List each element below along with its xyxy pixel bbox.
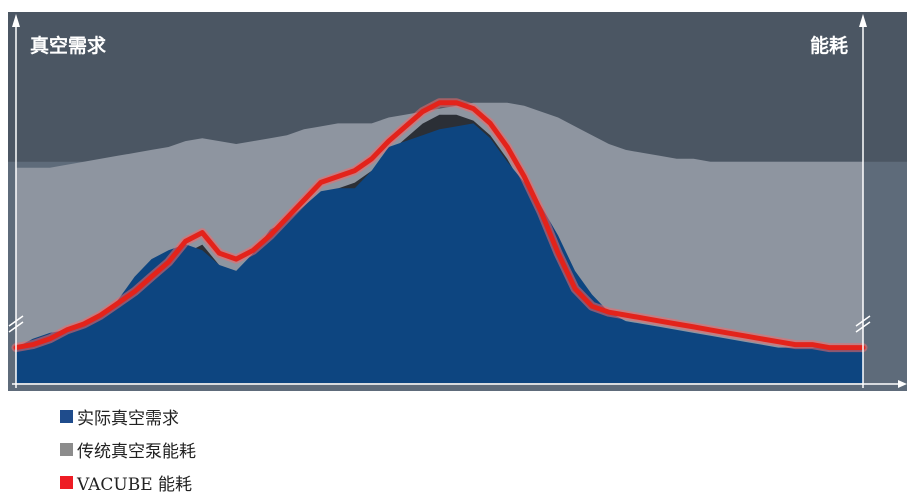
top-band — [8, 12, 907, 162]
right-axis-arrow-icon — [859, 14, 867, 27]
actual-demand-area — [16, 123, 863, 384]
legend-item-conventional-pump: 传统真空泵能耗 — [60, 433, 560, 466]
legend-label: 实际真空需求 — [77, 409, 179, 429]
vacube-line — [13, 100, 866, 351]
x-axis-arrow-icon — [898, 380, 907, 388]
legend: 实际真空需求 传统真空泵能耗 VACUBE 能耗 — [60, 400, 560, 499]
legend-swatch-square-icon — [60, 410, 73, 423]
legend-swatch-square-icon — [60, 476, 73, 489]
legend-label: 传统真空泵能耗 — [77, 442, 196, 462]
legend-label: VACUBE 能耗 — [77, 475, 193, 495]
legend-item-actual-demand: 实际真空需求 — [60, 400, 560, 433]
chart: 真空需求 能耗 — [8, 12, 907, 391]
left-axis-title: 真空需求 — [30, 34, 107, 57]
legend-item-vacube: VACUBE 能耗 — [60, 466, 560, 499]
left-axis-break-icon — [8, 315, 24, 333]
right-axis-title: 能耗 — [810, 34, 848, 57]
legend-swatch-square-icon — [60, 443, 73, 456]
right-axis-break-icon — [855, 315, 871, 333]
left-axis-arrow-icon — [12, 14, 20, 27]
